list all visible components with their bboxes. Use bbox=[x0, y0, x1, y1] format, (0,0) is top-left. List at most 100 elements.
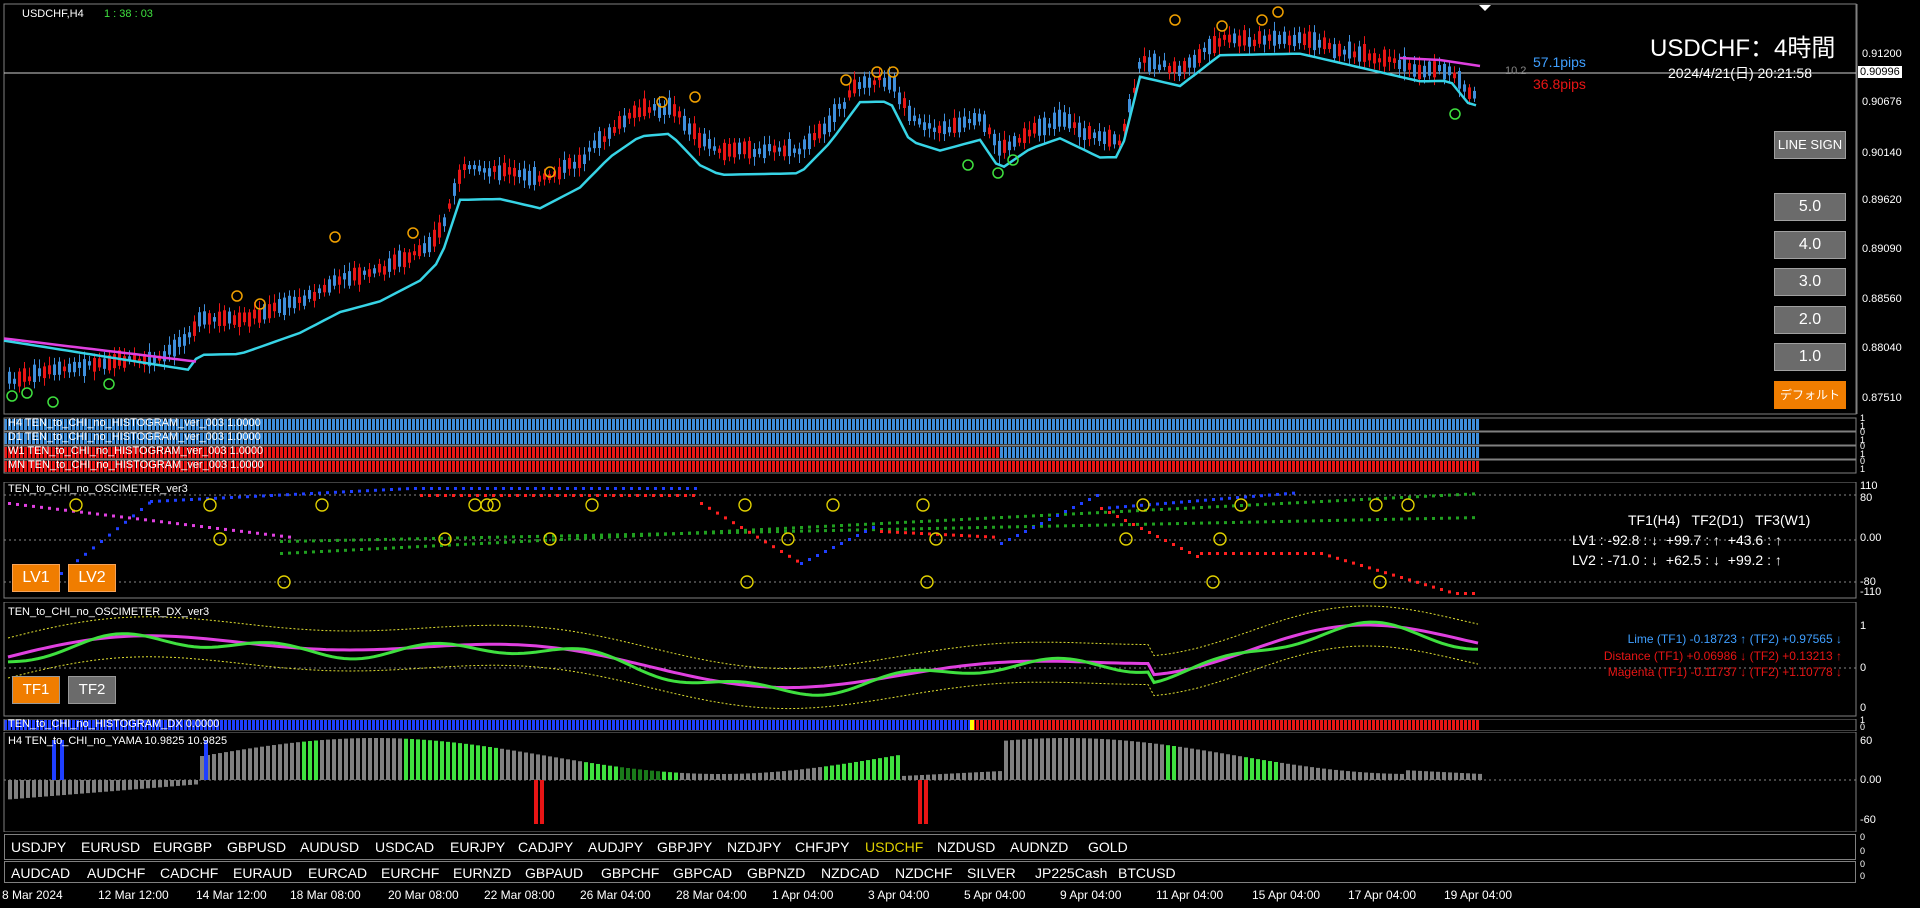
symbol-eurjpy[interactable]: EURJPY bbox=[450, 839, 506, 855]
price-chart-canvas[interactable] bbox=[0, 0, 1920, 415]
osc-blue-dot bbox=[872, 526, 875, 529]
oscimeter-dx-panel[interactable]: TEN_to_CHI_no_OSCIMETER_DX_ver3 1 0 0 Li… bbox=[0, 602, 1920, 718]
level-2-button[interactable]: 2.0 bbox=[1774, 306, 1846, 334]
level-1-button[interactable]: 1.0 bbox=[1774, 343, 1846, 371]
symbol-gbpusd[interactable]: GBPUSD bbox=[227, 839, 287, 855]
symbol-usdjpy[interactable]: USDJPY bbox=[11, 839, 67, 855]
tf1-button[interactable]: TF1 bbox=[12, 676, 60, 704]
osc-red-dot bbox=[1124, 519, 1127, 522]
osc-magenta-dot bbox=[280, 534, 283, 538]
histogram-bar bbox=[1064, 419, 1067, 430]
histogram-bar bbox=[232, 461, 235, 472]
symbol-gbpjpy[interactable]: GBPJPY bbox=[657, 839, 713, 855]
histogram-bar bbox=[1308, 447, 1311, 458]
histogram-bar bbox=[568, 419, 571, 430]
symbol-cadjpy[interactable]: CADJPY bbox=[518, 839, 574, 855]
histogram-bar bbox=[340, 433, 343, 444]
histogram-bar bbox=[1212, 461, 1215, 472]
symbol-eurcad[interactable]: EURCAD bbox=[308, 865, 368, 881]
symbol-usdcad[interactable]: USDCAD bbox=[375, 839, 435, 855]
histogram-bar bbox=[1292, 461, 1295, 472]
symbol-gbpaud[interactable]: GBPAUD bbox=[525, 865, 584, 881]
histogram-dx-bar bbox=[332, 720, 335, 730]
symbol-silver[interactable]: SILVER bbox=[967, 865, 1016, 881]
osc-blue-dot bbox=[116, 527, 119, 531]
histogram-dx-bar bbox=[108, 720, 111, 730]
histogram-bar bbox=[692, 447, 695, 458]
yama-bar bbox=[8, 780, 12, 800]
histogram-bar bbox=[1044, 461, 1047, 472]
candle bbox=[193, 321, 196, 336]
symbol-gbpnzd[interactable]: GBPNZD bbox=[747, 865, 806, 881]
symbol-euraud[interactable]: EURAUD bbox=[233, 865, 293, 881]
histogram-dx-bar bbox=[696, 720, 699, 730]
level-3-button[interactable]: 3.0 bbox=[1774, 268, 1846, 296]
symbol-btcusd[interactable]: BTCUSD bbox=[1118, 865, 1176, 881]
symbol-gold[interactable]: GOLD bbox=[1088, 839, 1128, 855]
histogram-dx-bar bbox=[1404, 720, 1407, 730]
histogram-bar bbox=[1040, 419, 1043, 430]
osc-green-dot bbox=[712, 531, 715, 535]
symbol-eurusd[interactable]: EURUSD bbox=[81, 839, 141, 855]
osc-green-dot bbox=[616, 533, 619, 537]
tf2-button[interactable]: TF2 bbox=[68, 676, 116, 704]
candle bbox=[218, 311, 221, 327]
candle bbox=[458, 169, 461, 184]
default-button[interactable]: デフォルト bbox=[1774, 381, 1846, 409]
symbol-eurchf[interactable]: EURCHF bbox=[381, 865, 440, 881]
histogram-bar bbox=[32, 419, 35, 430]
histogram-bar bbox=[868, 433, 871, 444]
yama-bar bbox=[710, 773, 714, 780]
histogram-bar bbox=[120, 461, 123, 472]
level-4-button[interactable]: 4.0 bbox=[1774, 231, 1846, 259]
histogram-bar bbox=[1060, 419, 1063, 430]
osc-green-dot bbox=[1048, 524, 1051, 528]
symbol-gbpchf[interactable]: GBPCHF bbox=[601, 865, 660, 881]
symbol-cadchf[interactable]: CADCHF bbox=[160, 865, 219, 881]
oscimeter-panel[interactable]: TEN_to_CHI_no_OSCIMETER_ver3 110 80 0.00… bbox=[0, 480, 1920, 600]
symbol-audnzd[interactable]: AUDNZD bbox=[1010, 839, 1069, 855]
line-sign-button[interactable]: LINE SIGN bbox=[1774, 131, 1846, 159]
histogram-bar bbox=[664, 433, 667, 444]
symbol-eurnzd[interactable]: EURNZD bbox=[453, 865, 512, 881]
symbol-audusd[interactable]: AUDUSD bbox=[300, 839, 360, 855]
symbol-audjpy[interactable]: AUDJPY bbox=[588, 839, 644, 855]
candle bbox=[1313, 32, 1316, 51]
histogram-dx-bar bbox=[104, 720, 107, 730]
histogram-bar bbox=[936, 419, 939, 430]
histogram-bar bbox=[544, 433, 547, 444]
candle bbox=[1003, 139, 1006, 153]
symbol-eurgbp[interactable]: EURGBP bbox=[153, 839, 213, 855]
histogram-bar bbox=[264, 461, 267, 472]
candle bbox=[1223, 34, 1226, 40]
osc-signal-icon bbox=[585, 498, 599, 512]
osc-blue-dot bbox=[1096, 494, 1099, 497]
osc-blue-dot bbox=[278, 493, 281, 497]
yama-bar bbox=[740, 773, 744, 780]
histogram-dx-bar bbox=[792, 720, 795, 730]
osc-red-dot bbox=[1216, 552, 1219, 555]
symbol-usdchf[interactable]: USDCHF bbox=[865, 839, 924, 855]
symbol-audchf[interactable]: AUDCHF bbox=[87, 865, 146, 881]
lv2-button[interactable]: LV2 bbox=[68, 564, 116, 592]
histogram-dx-bar bbox=[908, 720, 911, 730]
main-chart[interactable]: USDCHF,H4 1 : 38 : 03 USDCHF：4時間 2024/4/… bbox=[0, 0, 1920, 415]
level-5-button[interactable]: 5.0 bbox=[1774, 193, 1846, 221]
symbol-jp225cash[interactable]: JP225Cash bbox=[1035, 865, 1108, 881]
candle bbox=[1093, 132, 1096, 139]
symbol-audcad[interactable]: AUDCAD bbox=[11, 865, 71, 881]
osc-blue-dot bbox=[198, 497, 201, 501]
histogram-bar bbox=[980, 433, 983, 444]
histogram-dx-bar bbox=[1136, 720, 1139, 730]
histogram-dx-bar bbox=[988, 720, 991, 730]
symbol-nzdjpy[interactable]: NZDJPY bbox=[727, 839, 782, 855]
symbol-chfjpy[interactable]: CHFJPY bbox=[795, 839, 850, 855]
symbol-nzdcad[interactable]: NZDCAD bbox=[821, 865, 880, 881]
symbol-nzdusd[interactable]: NZDUSD bbox=[937, 839, 996, 855]
histogram-bar bbox=[296, 461, 299, 472]
symbol-gbpcad[interactable]: GBPCAD bbox=[673, 865, 733, 881]
osc-green-dot bbox=[872, 522, 875, 526]
lv1-button[interactable]: LV1 bbox=[12, 564, 60, 592]
histogram-bar bbox=[1416, 433, 1419, 444]
symbol-nzdchf[interactable]: NZDCHF bbox=[895, 865, 953, 881]
